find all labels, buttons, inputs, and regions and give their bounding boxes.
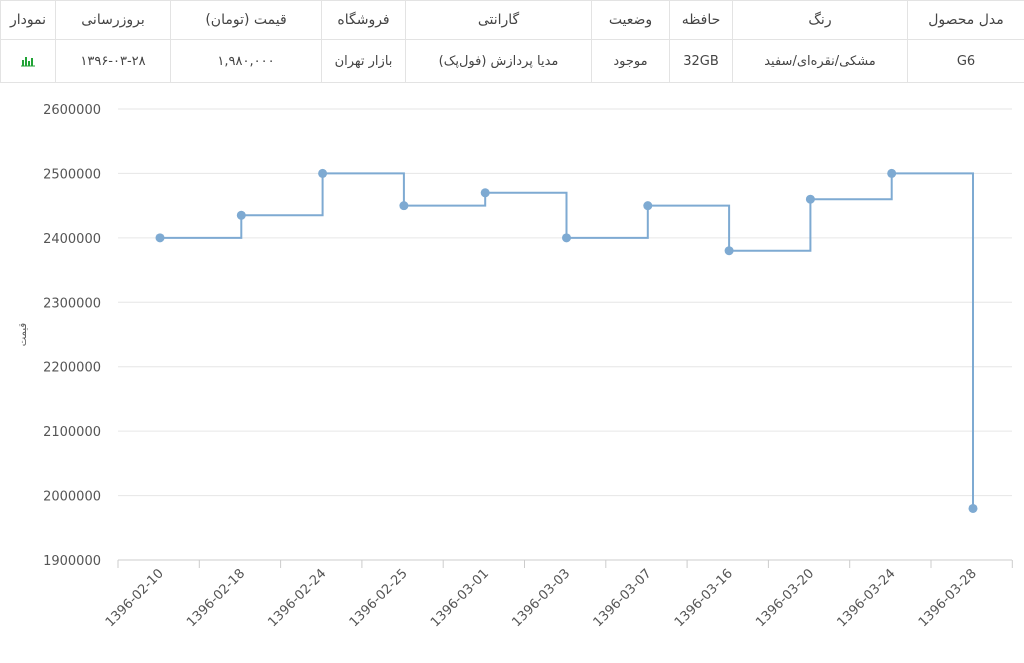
header-status: وضعیت: [592, 1, 670, 40]
cell-store: بازار تهران: [322, 40, 406, 83]
y-tick-label: 2100000: [43, 425, 101, 440]
data-point: [562, 233, 571, 242]
series-step-line: [160, 173, 973, 508]
x-tick-label: 1396-02-24: [265, 566, 329, 630]
data-point: [725, 246, 734, 255]
x-tick-label: 1396-03-28: [916, 566, 980, 630]
cell-chart[interactable]: [1, 40, 56, 83]
x-tick-label: 1396-03-01: [428, 566, 492, 630]
data-point: [969, 504, 978, 513]
header-color: رنگ: [733, 1, 908, 40]
table-row: G6 مشکی/نقره‌ای/سفید 32GB موجود مدیا پرد…: [1, 40, 1024, 83]
x-tick-label: 1396-02-10: [103, 566, 167, 630]
header-updated: بروزرسانی: [56, 1, 171, 40]
cell-warranty: مدیا پردازش (فول‌پک): [406, 40, 592, 83]
x-tick-label: 1396-03-07: [591, 566, 655, 630]
header-model: مدل محصول: [908, 1, 1024, 40]
data-point: [806, 195, 815, 204]
y-tick-label: 2400000: [43, 232, 101, 247]
cell-color: مشکی/نقره‌ای/سفید: [733, 40, 908, 83]
x-tick-label: 1396-03-20: [753, 566, 817, 630]
y-tick-label: 1900000: [43, 554, 101, 569]
y-axis-label: قیمت: [18, 323, 29, 347]
data-point: [318, 169, 327, 178]
data-point: [156, 233, 165, 242]
x-tick-label: 1396-03-16: [672, 566, 736, 630]
x-tick-label: 1396-02-18: [184, 566, 248, 630]
cell-updated: ۱۳۹۶-۰۳-۲۸: [56, 40, 171, 83]
data-point: [399, 201, 408, 210]
header-warranty: گارانتی: [406, 1, 592, 40]
cell-status: موجود: [592, 40, 670, 83]
header-price: قیمت (تومان): [171, 1, 322, 40]
cell-memory: 32GB: [670, 40, 733, 83]
x-tick-label: 1396-03-24: [834, 566, 898, 630]
bar-chart-icon[interactable]: [20, 55, 36, 67]
header-memory: حافظه: [670, 1, 733, 40]
price-table: مدل محصول رنگ حافظه وضعیت گارانتی فروشگا…: [0, 0, 1024, 83]
data-point: [643, 201, 652, 210]
y-tick-label: 2300000: [43, 296, 101, 311]
y-tick-label: 2200000: [43, 361, 101, 376]
header-chart: نمودار: [1, 1, 56, 40]
price-history-chart: 1900000 2000000 2100000 2200000 2300000 24000…: [0, 96, 1024, 659]
y-tick-label: 2600000: [43, 103, 101, 118]
chart-svg: 1900000 2000000 2100000 2200000 2300000 24000…: [0, 96, 1024, 659]
x-tick-label: 1396-02-25: [347, 566, 411, 630]
data-point: [481, 188, 490, 197]
y-tick-label: 2500000: [43, 167, 101, 182]
y-tick-label: 2000000: [43, 490, 101, 505]
header-store: فروشگاه: [322, 1, 406, 40]
cell-model: G6: [908, 40, 1024, 83]
data-point: [887, 169, 896, 178]
x-tick-label: 1396-03-03: [509, 566, 573, 630]
table-header-row: مدل محصول رنگ حافظه وضعیت گارانتی فروشگا…: [1, 1, 1024, 40]
cell-price: ۱,۹۸۰,۰۰۰: [171, 40, 322, 83]
data-point: [237, 211, 246, 220]
price-table-section: مدل محصول رنگ حافظه وضعیت گارانتی فروشگا…: [0, 0, 1024, 96]
